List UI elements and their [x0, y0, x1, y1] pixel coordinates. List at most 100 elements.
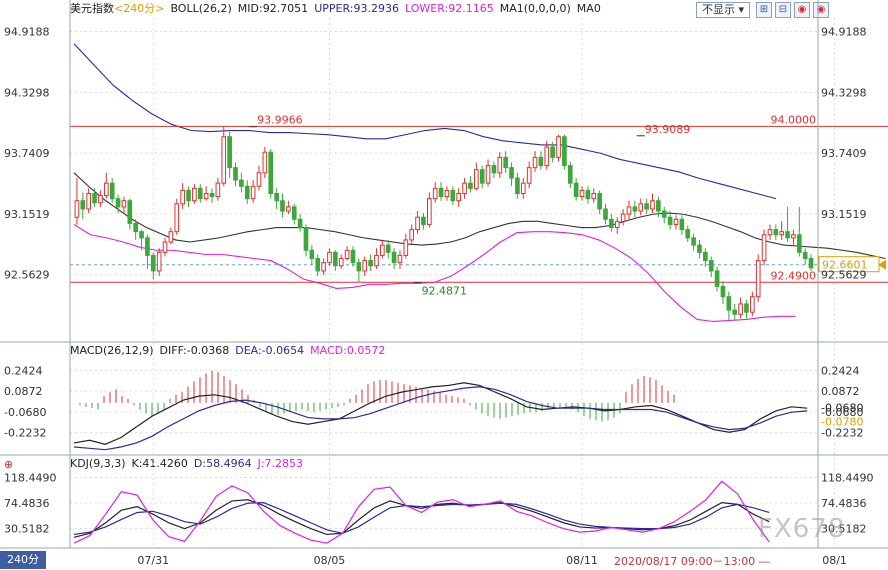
macd-dea-value: DEA:-0.0654 — [235, 344, 305, 357]
grid-lines — [70, 18, 836, 548]
y-tick-label-left: 94.3298 — [4, 86, 50, 99]
x-tick-label: 08/11 — [566, 554, 598, 567]
ma0-label: MA0 — [576, 2, 601, 15]
candle-body — [661, 210, 667, 218]
candle-body — [750, 296, 755, 313]
candle-body — [145, 237, 150, 256]
candle-body — [562, 136, 567, 167]
candle-body — [479, 169, 485, 184]
candle-body — [368, 260, 373, 267]
candle-body — [579, 189, 585, 198]
candle-body — [221, 136, 227, 184]
candle-body — [98, 195, 103, 204]
candle-body — [444, 189, 450, 198]
y-tick-label-right: 93.7409 — [821, 147, 867, 160]
candle-body — [274, 192, 279, 202]
y-tick-label-right: 94.3298 — [821, 86, 867, 99]
macd-y-tick-left: -0.2232 — [4, 427, 46, 440]
candle-body — [180, 189, 185, 205]
macd-y-tick-left: 0.2424 — [4, 364, 43, 377]
candle-body — [432, 187, 438, 200]
candle-body — [597, 192, 602, 210]
boll-mid-line — [73, 172, 886, 260]
annotation-label: 92.4871 — [422, 285, 468, 298]
macd-diff-line — [73, 382, 808, 445]
candle-body — [315, 258, 321, 272]
symbol-title: 美元指数 — [70, 2, 114, 15]
candle-body — [297, 218, 303, 229]
crosshair-icon[interactable]: ⊕ — [4, 458, 14, 471]
candle-body — [74, 200, 80, 218]
candle-body — [327, 251, 332, 264]
zoom-in-button[interactable]: ⊞ — [756, 2, 772, 18]
candle-body — [726, 296, 732, 311]
candle-body — [591, 192, 597, 200]
macd-diff-value: DIFF:-0.0368 — [159, 344, 230, 357]
candle-body — [708, 260, 714, 272]
candle-body — [767, 229, 773, 236]
candle-body — [720, 285, 726, 298]
zoom-in-icon: ⊞ — [759, 4, 769, 15]
candle-body — [356, 262, 362, 272]
candle-body — [186, 189, 191, 202]
candle-body — [532, 156, 538, 169]
candle-body — [174, 203, 180, 233]
display-mode-select[interactable]: 不显示 ▾ — [696, 2, 750, 18]
candle-body — [426, 198, 432, 225]
candle-body — [344, 249, 350, 260]
candle-body — [491, 165, 497, 174]
candle-body — [309, 249, 315, 260]
candle-body — [121, 200, 127, 208]
current-price-label: 92.6601 — [822, 259, 868, 272]
candle-body — [550, 146, 555, 158]
kdj-y-tick-right: 74.4836 — [821, 497, 867, 510]
x-tick-label: 08/05 — [314, 554, 346, 567]
candle-body — [250, 185, 256, 200]
candle-body — [233, 167, 238, 181]
candle-body — [691, 237, 696, 246]
settings-icon: ◉ — [797, 4, 807, 15]
y-tick-label-left: 94.9188 — [4, 26, 50, 39]
candle-body — [127, 200, 133, 224]
candle-body — [391, 251, 397, 264]
candle-body — [256, 172, 262, 187]
close-button[interactable]: ◉ — [813, 2, 829, 18]
settings-button[interactable]: ◉ — [794, 2, 810, 18]
y-tick-label-right: 92.5629 — [821, 269, 867, 282]
display-mode-label: 不显示 — [701, 3, 735, 16]
macd-y-tick-right: -0.2232 — [821, 427, 863, 440]
time-range-label: 2020/08/17 09:00－13:00 ― — [614, 553, 770, 569]
kdj-header: KDJ(9,3,3) K:41.4260 D:58.4964 J:7.2853 — [70, 457, 309, 471]
candle-body — [791, 234, 796, 239]
candle-body — [632, 206, 638, 212]
candle-body — [714, 270, 720, 287]
candle-body — [333, 251, 338, 267]
candle-body — [526, 167, 532, 184]
candle-body — [761, 234, 767, 262]
period-label: <240分> — [114, 2, 165, 15]
y-tick-label-left: 93.7409 — [4, 147, 50, 160]
candle-body — [86, 192, 92, 210]
boll-mid-value: MID:92.7051 — [237, 2, 309, 15]
macd-panel: -0.0680-0.0780 — [73, 370, 863, 451]
close-icon: ◉ — [816, 4, 826, 15]
boll-label: BOLL(26,2) — [170, 2, 232, 15]
kdj-k-value: K:41.4260 — [131, 457, 188, 470]
period-tab[interactable]: 240分 — [0, 551, 46, 569]
candle-body — [421, 216, 426, 225]
candle-body — [503, 156, 508, 169]
candle-body — [438, 187, 444, 198]
candle-body — [168, 231, 174, 243]
candle-body — [456, 192, 462, 202]
candle-body — [573, 182, 579, 198]
candle-body — [80, 200, 86, 210]
kdj-y-tick-right: 30.5182 — [821, 522, 867, 535]
candle-body — [262, 151, 268, 174]
candle-body — [227, 136, 232, 169]
candle-body — [321, 262, 326, 272]
candle-body — [808, 258, 814, 269]
kdj-j-line — [73, 480, 770, 544]
kdj-y-tick-left: 30.5182 — [4, 522, 50, 535]
zoom-out-button[interactable]: ⊟ — [775, 2, 791, 18]
